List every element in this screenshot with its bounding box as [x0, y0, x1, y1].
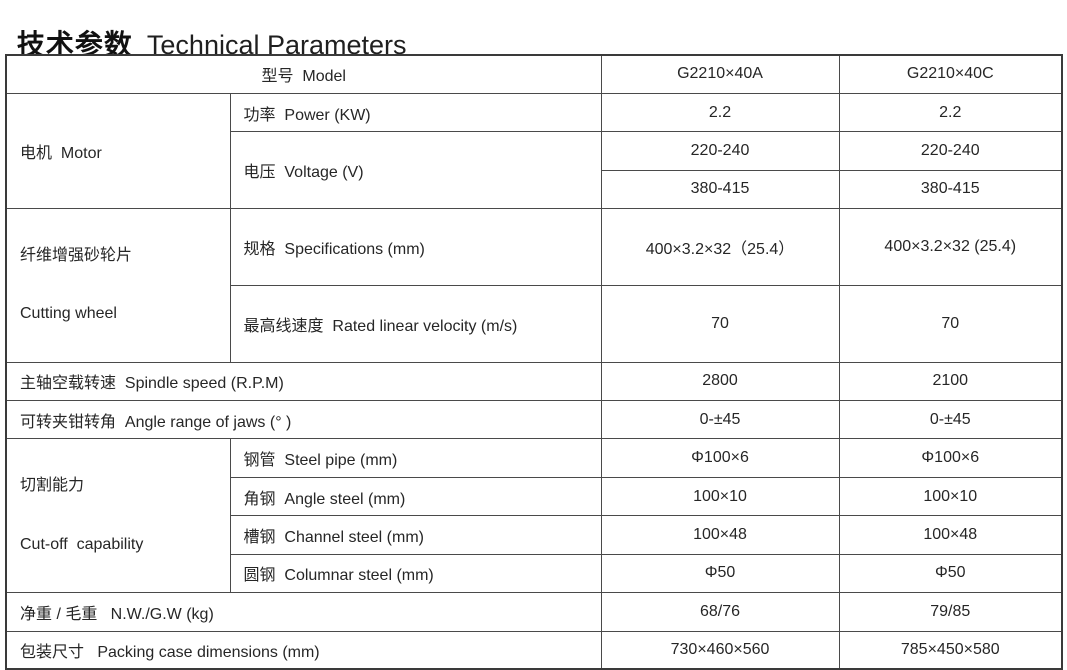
group-motor-cell: 电机 Motor — [5, 92, 231, 209]
param-spindle-cell: 主轴空载转速 Spindle speed (R.P.M) — [5, 361, 602, 402]
value-spec-c: 400×3.2×32 (25.4) — [838, 207, 1063, 286]
value-channel-steel-a: 100×48 — [600, 515, 840, 555]
value-power-a: 2.2 — [600, 92, 840, 133]
value-columnar-steel-c: Φ50 — [838, 553, 1063, 594]
model-header-cell: 型号 Model — [5, 54, 602, 94]
value-angle-steel-c: 100×10 — [838, 476, 1063, 517]
value-angle-a: 0-±45 — [600, 400, 840, 440]
value-voltage2-c: 380-415 — [838, 169, 1063, 209]
param-velocity-cell: 最高线速度 Rated linear velocity (m/s) — [229, 284, 602, 363]
table-row-model: 型号 Model G2210×40A G2210×40C — [5, 54, 1063, 94]
param-angle-cell: 可转夹钳转角 Angle range of jaws (° ) — [5, 400, 602, 440]
table-row-packing: 包装尺寸 Packing case dimensions (mm) 730×46… — [5, 630, 1063, 670]
group-cutting-wheel-zh: 纤维增强砂轮片 — [20, 246, 133, 264]
value-weight-a: 68/76 — [600, 592, 840, 632]
group-cutoff-cell: 切割能力 Cut-off capability — [5, 438, 231, 594]
table-row-power: 电机 Motor 功率 Power (KW) 2.2 2.2 — [5, 92, 1063, 209]
group-cutoff-en: Cut-off capability — [20, 535, 144, 553]
value-weight-c: 79/85 — [838, 592, 1063, 632]
value-channel-steel-c: 100×48 — [838, 515, 1063, 555]
value-steel-pipe-a: Φ100×6 — [600, 438, 840, 478]
value-steel-pipe-c: Φ100×6 — [838, 438, 1063, 478]
value-packing-a: 730×460×560 — [600, 630, 840, 670]
value-power-c: 2.2 — [838, 92, 1063, 133]
model-a-cell: G2210×40A — [600, 54, 840, 94]
table-row-spindle: 主轴空载转速 Spindle speed (R.P.M) 2800 2100 — [5, 361, 1063, 402]
value-angle-steel-a: 100×10 — [600, 476, 840, 517]
table-row-channel-steel: 槽钢 Channel steel (mm) 100×48 100×48 — [6, 515, 1063, 555]
value-voltage1-c: 220-240 — [838, 131, 1063, 171]
param-spec-cell: 规格 Specifications (mm) — [229, 207, 602, 286]
value-spec-a: 400×3.2×32（25.4） — [600, 207, 840, 286]
param-packing-cell: 包装尺寸 Packing case dimensions (mm) — [5, 630, 602, 670]
param-angle-steel-cell: 角钢 Angle steel (mm) — [229, 476, 602, 517]
value-velocity-c: 70 — [838, 284, 1063, 363]
value-velocity-a: 70 — [600, 284, 840, 363]
group-cutting-wheel-en: Cutting wheel — [20, 305, 117, 323]
group-cutoff-zh: 切割能力 — [20, 477, 85, 495]
value-spindle-c: 2100 — [838, 361, 1063, 402]
value-spindle-a: 2800 — [600, 361, 840, 402]
group-cutting-wheel-cell: 纤维增强砂轮片 Cutting wheel — [5, 207, 231, 363]
technical-parameters-table: 型号 Model G2210×40A G2210×40C 电机 Motor 功率… — [5, 54, 1064, 670]
param-power-cell: 功率 Power (KW) — [229, 92, 602, 133]
value-voltage2-a: 380-415 — [600, 169, 840, 209]
value-columnar-steel-a: Φ50 — [600, 553, 840, 594]
value-voltage1-a: 220-240 — [600, 131, 840, 171]
value-angle-c: 0-±45 — [838, 400, 1063, 440]
param-weight-cell: 净重 / 毛重 N.W./G.W (kg) — [5, 592, 602, 632]
table-row-weight: 净重 / 毛重 N.W./G.W (kg) 68/76 79/85 — [5, 592, 1063, 632]
table-row-steel-pipe: 切割能力 Cut-off capability 钢管 Steel pipe (m… — [5, 438, 1063, 594]
table-row-columnar-steel: 圆钢 Columnar steel (mm) Φ50 Φ50 — [6, 553, 1063, 594]
param-steel-pipe-cell: 钢管 Steel pipe (mm) — [229, 438, 602, 478]
table-row-voltage-1: 电压 Voltage (V) 220-240 220-240 — [6, 131, 1063, 209]
value-packing-c: 785×450×580 — [838, 630, 1063, 670]
table-row-angle: 可转夹钳转角 Angle range of jaws (° ) 0-±45 0-… — [5, 400, 1063, 440]
param-columnar-steel-cell: 圆钢 Columnar steel (mm) — [229, 553, 602, 594]
table-row-spec: 纤维增强砂轮片 Cutting wheel 规格 Specifications … — [5, 207, 1063, 363]
param-channel-steel-cell: 槽钢 Channel steel (mm) — [229, 515, 602, 555]
table-row-voltage-2: 380-415 380-415 — [6, 169, 1063, 209]
table-row-velocity: 最高线速度 Rated linear velocity (m/s) 70 70 — [6, 284, 1063, 363]
param-voltage-cell: 电压 Voltage (V) — [229, 131, 602, 209]
model-c-cell: G2210×40C — [838, 54, 1063, 94]
